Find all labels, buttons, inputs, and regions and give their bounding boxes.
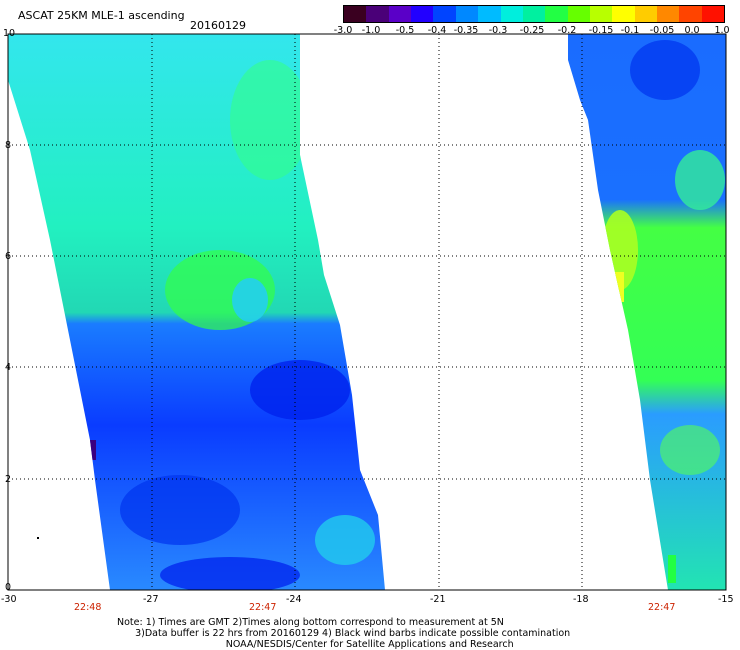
lon-label-minus30: -30 <box>1 594 17 605</box>
lon-label-minus18: -18 <box>573 594 589 605</box>
lat-label-2: 2 <box>5 474 11 485</box>
lon-label-minus27: -27 <box>143 594 159 605</box>
lat-label-0: 0 <box>5 582 11 593</box>
colorbar-tick-label: -0.15 <box>588 25 614 36</box>
colorbar-cell <box>545 6 568 22</box>
colorbar-cell <box>388 6 412 22</box>
note-line-1: Note: 1) Times are GMT 2)Times along bot… <box>117 617 504 628</box>
colorbar-tick-label: -0.3 <box>488 25 508 36</box>
time-label-west: 22:48 <box>74 602 101 613</box>
lon-label-minus21: -21 <box>430 594 446 605</box>
colorbar-cell <box>612 6 635 22</box>
colorbar-cell <box>522 6 546 22</box>
colorbar-cell <box>411 6 434 22</box>
colorbar-tick-label: -0.1 <box>620 25 640 36</box>
colorbar-cell <box>366 6 389 22</box>
colorbar-cell <box>679 6 702 22</box>
colorbar-tick-label: -0.25 <box>519 25 545 36</box>
lat-label-6: 6 <box>5 251 11 262</box>
colorbar-cell <box>657 6 680 22</box>
wind-barb-dot <box>37 537 39 539</box>
map-frame <box>7 33 727 591</box>
colorbar-cell <box>433 6 456 22</box>
colorbar-cell <box>589 6 613 22</box>
colorbar-cell <box>455 6 479 22</box>
colorbar-tick-label: 1.0 <box>714 25 730 36</box>
colorbar-tick-label: -1.0 <box>361 25 381 36</box>
swath-east <box>568 34 726 590</box>
lat-label-10: 10 <box>3 28 15 39</box>
lon-label-minus15: -15 <box>718 594 734 605</box>
lat-label-4: 4 <box>5 362 11 373</box>
colorbar <box>343 5 725 23</box>
graticule <box>8 34 726 590</box>
time-label-mid: 22:47 <box>249 602 276 613</box>
colorbar-cell <box>634 6 658 22</box>
colorbar-cell <box>567 6 590 22</box>
colorbar-tick-label: -0.35 <box>453 25 479 36</box>
colorbar-tick-label: -0.4 <box>427 25 447 36</box>
footnotes: Note: 1) Times are GMT 2)Times along bot… <box>117 617 570 650</box>
note-line-2: 3)Data buffer is 22 hrs from 20160129 4)… <box>117 628 571 639</box>
colorbar-cell <box>701 6 725 22</box>
lon-label-minus24: -24 <box>286 594 302 605</box>
product-title: ASCAT 25KM MLE-1 ascending <box>18 9 185 22</box>
time-label-east: 22:47 <box>648 602 675 613</box>
colorbar-tick-label: -3.0 <box>333 25 353 36</box>
lat-label-8: 8 <box>5 140 11 151</box>
note-line-3: NOAA/NESDIS/Center for Satellite Applica… <box>117 639 514 650</box>
colorbar-tick-label: -0.2 <box>557 25 577 36</box>
colorbar-tick-label: -0.5 <box>395 25 415 36</box>
swath-west <box>8 34 385 590</box>
colorbar-cell <box>500 6 523 22</box>
colorbar-cell <box>344 6 367 22</box>
colorbar-cell <box>478 6 501 22</box>
colorbar-tick-label: -0.05 <box>649 25 675 36</box>
product-date: 20160129 <box>190 19 246 32</box>
colorbar-tick-label: 0.0 <box>684 25 700 36</box>
